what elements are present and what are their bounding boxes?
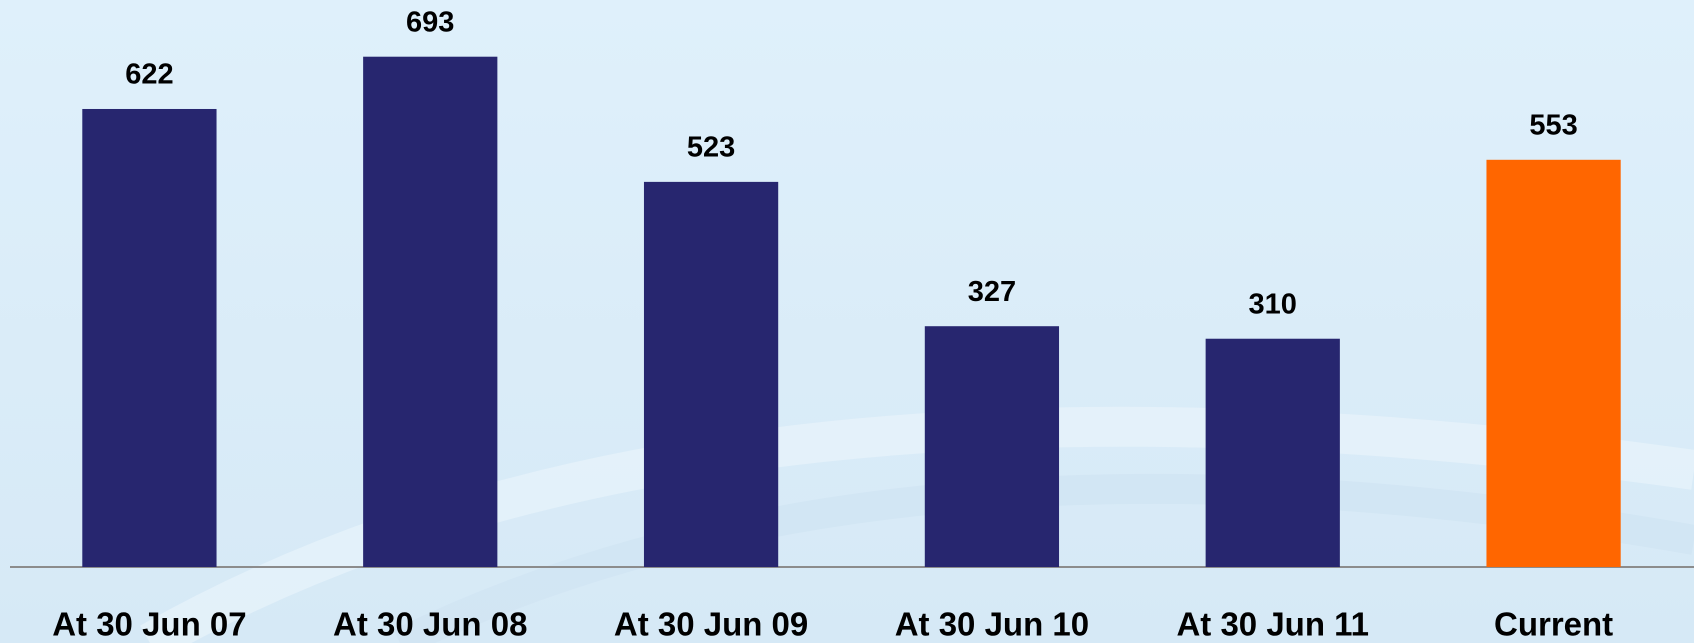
data-label: 622 (125, 59, 173, 91)
x-tick-label: Current (1494, 606, 1613, 643)
bar (924, 326, 1060, 567)
bar (643, 181, 779, 567)
x-tick-label: At 30 Jun 09 (614, 606, 808, 643)
data-label: 553 (1529, 109, 1577, 141)
data-label: 693 (406, 6, 454, 38)
bar (363, 56, 498, 567)
x-tick-label: At 30 Jun 10 (895, 606, 1089, 643)
data-label: 310 (1249, 288, 1297, 320)
bar (1486, 159, 1621, 568)
data-label: 523 (687, 132, 735, 164)
data-label: 327 (968, 276, 1016, 308)
x-tick-label: At 30 Jun 08 (333, 606, 527, 643)
x-tick-label: At 30 Jun 07 (52, 606, 246, 643)
decor-arc (140, 406, 1694, 643)
x-tick-label: At 30 Jun 11 (1176, 606, 1369, 643)
bar (82, 108, 217, 568)
bar (1205, 338, 1340, 567)
